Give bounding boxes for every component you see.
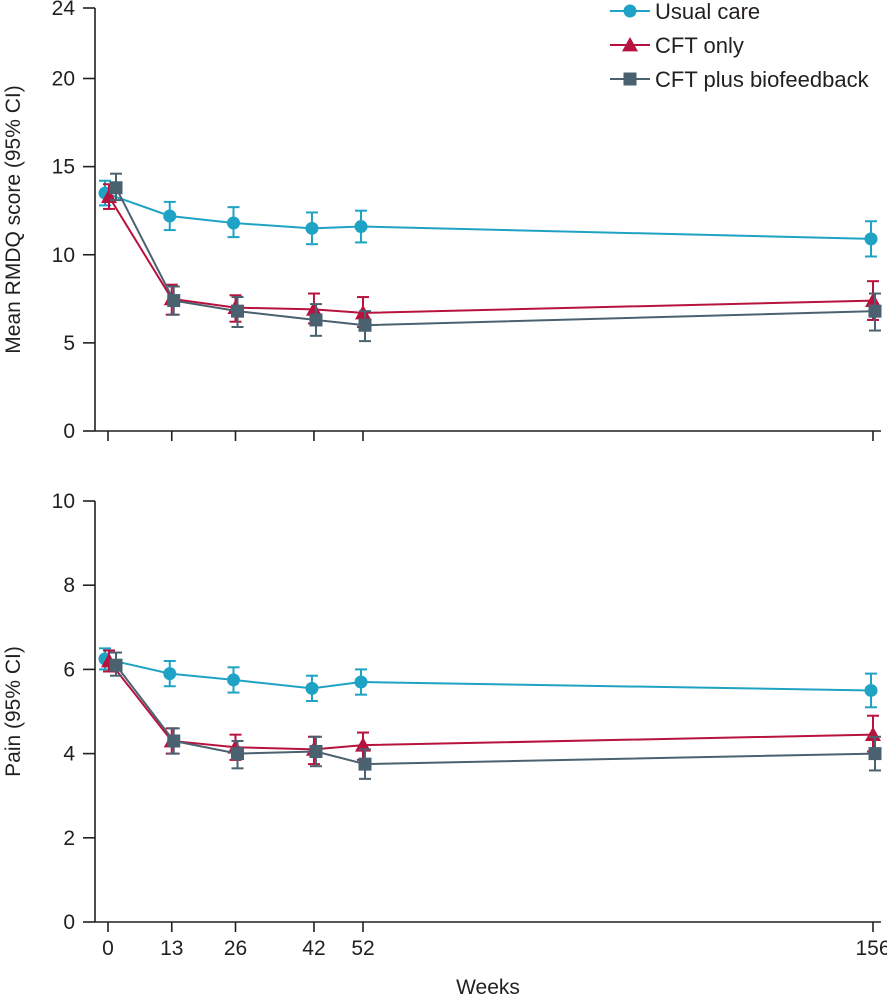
series-cft-plus-biofeedback — [109, 651, 882, 780]
series-line — [108, 196, 874, 314]
series-cft-plus-biofeedback — [109, 172, 882, 343]
data-point — [109, 658, 123, 672]
series-line — [104, 657, 872, 692]
legend-label: CFT plus biofeedback — [655, 67, 870, 92]
y-tick-label: 20 — [52, 68, 75, 91]
rmdq-panel: 0 5 10 15 20 24 Mean RMDQ score (95% CI) — [2, 0, 882, 443]
legend: Usual care CFT only CFT plus biofeedback — [610, 0, 870, 92]
legend-label: CFT only — [655, 33, 744, 58]
x-axis-title: Weeks — [456, 976, 520, 999]
data-point — [358, 757, 372, 771]
data-point — [231, 747, 244, 761]
series-cft-only — [101, 649, 881, 766]
legend-marker — [623, 72, 637, 86]
series-line — [115, 664, 876, 766]
data-point — [163, 209, 177, 223]
data-point — [865, 292, 881, 307]
data-point — [309, 313, 323, 327]
y-tick-label: 6 — [63, 658, 75, 681]
legend-marker — [622, 37, 638, 52]
data-point — [354, 220, 368, 234]
y-axis-title: Pain (95% CI) — [2, 646, 25, 777]
series-line — [108, 660, 874, 751]
data-point — [864, 683, 878, 697]
data-point — [354, 675, 368, 689]
data-point — [868, 304, 882, 318]
y-axis-title: Mean RMDQ score (95% CI) — [2, 85, 25, 353]
x-tick-label: 42 — [302, 937, 325, 960]
y-tick-label: 5 — [63, 332, 75, 355]
x-tick-label: 0 — [102, 937, 114, 960]
data-point — [358, 318, 372, 332]
data-point — [227, 673, 240, 687]
data-point — [231, 304, 244, 318]
data-point — [309, 744, 323, 758]
y-tick-label: 24 — [52, 0, 76, 20]
data-point — [305, 301, 322, 316]
data-point — [167, 294, 181, 308]
data-point — [227, 216, 240, 230]
y-tick-label: 4 — [63, 743, 75, 766]
series-usual-care — [98, 179, 878, 258]
data-point — [868, 747, 882, 761]
x-tick-label: 26 — [224, 937, 247, 960]
pain-panel: 0 2 4 6 8 10 0 13 26 42 52 156 Weeks Pain (95% CI) — [2, 490, 887, 999]
x-tick-label: 13 — [160, 937, 183, 960]
y-tick-label: 0 — [63, 420, 75, 443]
x-tick-label: 52 — [351, 937, 374, 960]
y-tick-label: 10 — [52, 490, 75, 513]
y-tick-label: 15 — [52, 156, 75, 179]
y-tick-label: 8 — [63, 574, 75, 597]
series-usual-care — [98, 647, 878, 709]
data-point — [167, 734, 181, 748]
series-line — [115, 187, 876, 327]
y-tick-label: 10 — [52, 244, 75, 267]
y-tick-label: 0 — [63, 911, 75, 934]
data-point — [163, 667, 177, 681]
data-point — [305, 681, 319, 695]
series-line — [104, 192, 872, 240]
legend-marker — [623, 4, 637, 18]
series-cft-only — [101, 183, 881, 329]
y-tick-label: 2 — [63, 827, 75, 850]
data-point — [109, 181, 123, 195]
data-point — [864, 232, 878, 246]
x-tick-label: 156 — [855, 937, 887, 960]
data-point — [305, 221, 319, 235]
data-point — [355, 737, 371, 752]
legend-label: Usual care — [655, 0, 760, 24]
